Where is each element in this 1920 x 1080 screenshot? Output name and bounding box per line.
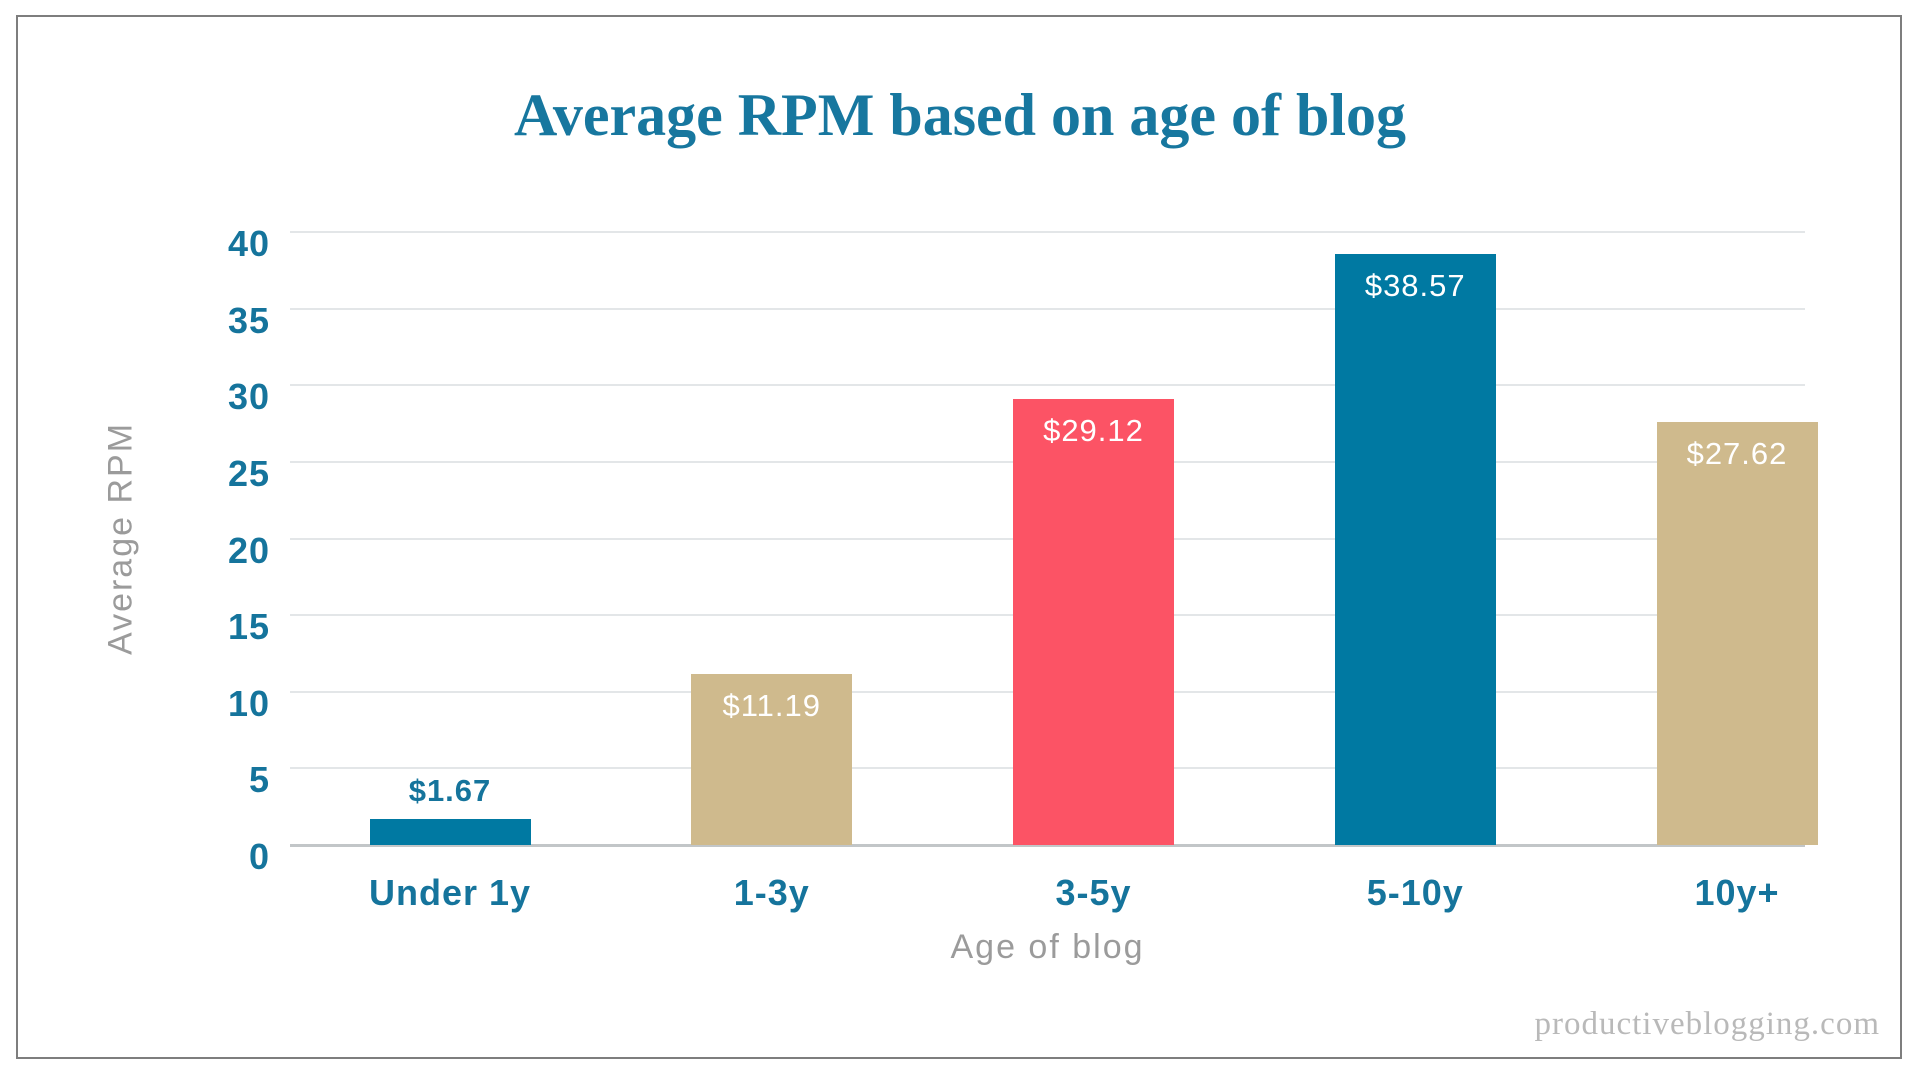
y-tick-label: 5 [248,759,270,801]
watermark: productiveblogging.com [1534,1006,1880,1042]
bar-3-5y: $29.12 [1013,398,1174,845]
x-axis-line [290,843,1805,847]
y-tick-label: 25 [227,452,270,494]
y-axis-tick-labels: 0 5 10 15 20 25 30 35 40 [100,224,280,877]
x-tick-label: 10y+ [1694,872,1780,913]
x-tick-label: 5-10y [1366,872,1464,913]
bar-1-3y: $11.19 [691,673,853,845]
gridline [290,231,1805,233]
y-tick-label: 0 [248,836,270,877]
bar-10y-: $27.62 [1656,421,1818,845]
bar-value-label: $1.67 [408,773,492,809]
gridline [290,384,1805,387]
x-tick-label: Under 1y [368,872,532,913]
y-tick-label: 30 [227,376,270,418]
y-tick-label: 40 [227,223,270,264]
y-tick-label: 20 [227,529,270,571]
y-tick-label: 10 [227,682,270,724]
x-axis-title: Age of blog [950,928,1145,966]
plot-area: $1.67 $11.19 $29.12 $38.57 $27.62 [290,231,1818,847]
chart-frame [16,15,1902,1059]
bar-value-label: $11.19 [722,687,821,723]
gridline [290,307,1805,310]
bar-value-label: $29.12 [1043,412,1144,448]
bar-under-1y [369,819,531,845]
chart-title: Average RPM based on age of blog [513,82,1407,148]
bar-value-label: $27.62 [1686,435,1788,471]
bar-value-label: $38.57 [1364,267,1466,303]
x-tick-label: 3-5y [1055,872,1132,913]
x-axis-tick-labels: Under 1y 1-3y 3-5y 5-10y 10y+ [290,870,1805,916]
y-tick-label: 15 [227,606,270,648]
bar-5-10y: $38.57 [1334,253,1496,845]
y-tick-label: 35 [227,299,270,341]
x-tick-label: 1-3y [733,872,810,913]
